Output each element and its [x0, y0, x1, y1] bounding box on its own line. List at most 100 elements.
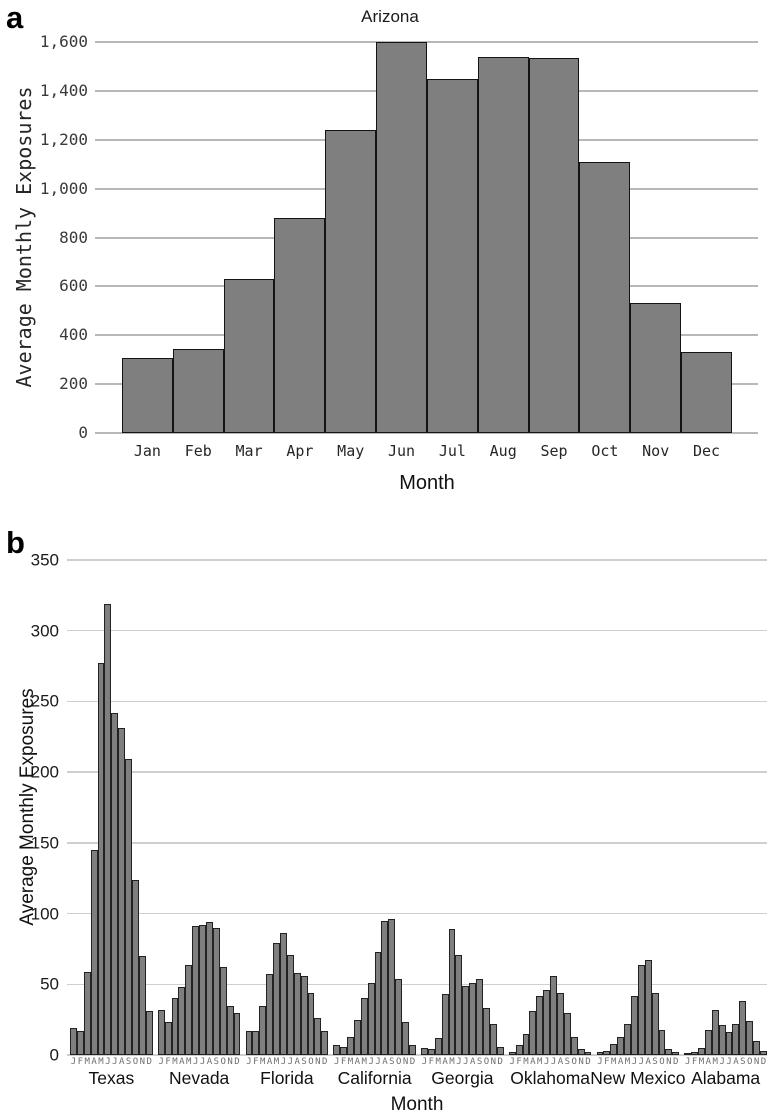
bar-jul	[426, 78, 478, 433]
x-tick-label: Jul	[438, 442, 466, 460]
bar	[90, 849, 98, 1055]
bar	[321, 1030, 329, 1055]
y-axis-label-arizona: Average Monthly Exposures	[12, 86, 36, 388]
y-tick-label: 400	[59, 325, 88, 345]
x-tick-label: Feb	[184, 442, 212, 460]
gridline	[67, 912, 767, 915]
bar	[279, 933, 287, 1055]
bar	[347, 1036, 354, 1055]
bars-row	[122, 42, 732, 433]
bar	[104, 603, 112, 1055]
bar-nov	[630, 303, 682, 433]
gridline	[67, 983, 767, 986]
month-letter: D	[585, 1057, 591, 1067]
bars-row	[70, 560, 153, 1055]
bar	[360, 998, 368, 1055]
gridline	[67, 629, 767, 632]
bar-dec	[681, 352, 732, 433]
y-tick-label: 1,600	[39, 32, 88, 51]
month-letter: A	[733, 1057, 739, 1067]
panel-b-label: b	[6, 525, 25, 560]
y-tick-label: 0	[78, 423, 88, 442]
bar	[388, 919, 396, 1055]
bar	[624, 1023, 631, 1055]
bar-jan	[122, 358, 173, 433]
x-tick-label: Dec	[692, 442, 721, 460]
bar	[212, 927, 220, 1055]
month-letter: A	[206, 1057, 213, 1067]
bar	[508, 1052, 516, 1055]
x-tick-labels-row: Jan Feb Mar Apr May Jun Jul Aug Sep Oct Nov Dec	[122, 442, 732, 460]
bar	[522, 1033, 530, 1055]
bar	[739, 1001, 747, 1055]
bar	[637, 964, 645, 1055]
month-letter: O	[659, 1057, 665, 1067]
state-label: Georgia	[431, 1068, 494, 1088]
bar	[314, 1018, 322, 1055]
month-letter: M	[712, 1057, 718, 1067]
chart-title: Arizona	[361, 7, 419, 26]
month-letter: N	[666, 1057, 672, 1067]
bars-row	[596, 560, 680, 1055]
month-letter: D	[234, 1057, 240, 1067]
y-tick-label: 200	[59, 374, 88, 394]
bar	[132, 879, 139, 1055]
bar	[489, 1023, 497, 1055]
state-group: J F M A M J J A S O N D California	[333, 560, 416, 1088]
x-tick-label: May	[337, 442, 365, 460]
y-tick-label: 0	[49, 1045, 59, 1065]
bar	[83, 971, 91, 1055]
month-letter: J	[726, 1057, 732, 1067]
bar	[563, 1012, 571, 1055]
bar	[658, 1029, 666, 1055]
month-letter: J	[631, 1057, 638, 1067]
y-tick-label: 1,400	[39, 80, 88, 100]
bar	[219, 967, 227, 1055]
month-letter: M	[624, 1057, 631, 1067]
bar	[273, 943, 280, 1055]
plot-area-states: 0 50 100 150 200 250 300 350 J F M A M J J A S O N D Texas J F…	[31, 552, 767, 1088]
bar	[178, 987, 186, 1055]
bar	[395, 978, 403, 1055]
bars-row	[157, 560, 241, 1055]
bar	[245, 1030, 253, 1055]
month-letter: O	[483, 1057, 490, 1067]
bar	[462, 985, 470, 1055]
state-groups-row: J F M A M J J A S O N D Texas J F M A M J J A S O N D Nevada J F M A M…	[70, 560, 767, 1088]
bars-row	[333, 560, 416, 1055]
month-letter: A	[617, 1057, 624, 1067]
bar	[556, 992, 564, 1055]
month-letter: N	[402, 1057, 409, 1067]
month-letter: J	[112, 1057, 118, 1067]
bar	[374, 951, 382, 1055]
month-letter: D	[673, 1057, 679, 1067]
y-tick-label: 300	[30, 621, 59, 641]
bar-jun	[376, 42, 427, 433]
month-letter: J	[246, 1057, 252, 1067]
month-letter: J	[333, 1057, 340, 1067]
month-letter: M	[98, 1057, 104, 1067]
bar	[286, 954, 294, 1055]
month-letter: S	[476, 1057, 483, 1067]
x-tick-label: Sep	[540, 442, 568, 460]
y-tick-label: 150	[30, 833, 59, 853]
month-letter: O	[747, 1057, 753, 1067]
bar	[536, 995, 544, 1055]
bar	[746, 1021, 754, 1055]
state-group: J F M A M J J A S O N D Alabama	[684, 560, 767, 1088]
month-letter: N	[227, 1057, 233, 1067]
bar	[584, 1052, 592, 1055]
bar-mar	[223, 279, 275, 433]
bars-row	[684, 560, 767, 1055]
bar	[596, 1052, 604, 1055]
x-axis-baseline	[67, 1054, 767, 1056]
bar	[529, 1011, 537, 1055]
month-letter: M	[347, 1057, 354, 1067]
state-label: Florida	[260, 1068, 314, 1088]
bar	[171, 998, 179, 1055]
y-tick-label: 50	[40, 974, 59, 994]
month-letter: O	[571, 1057, 577, 1067]
